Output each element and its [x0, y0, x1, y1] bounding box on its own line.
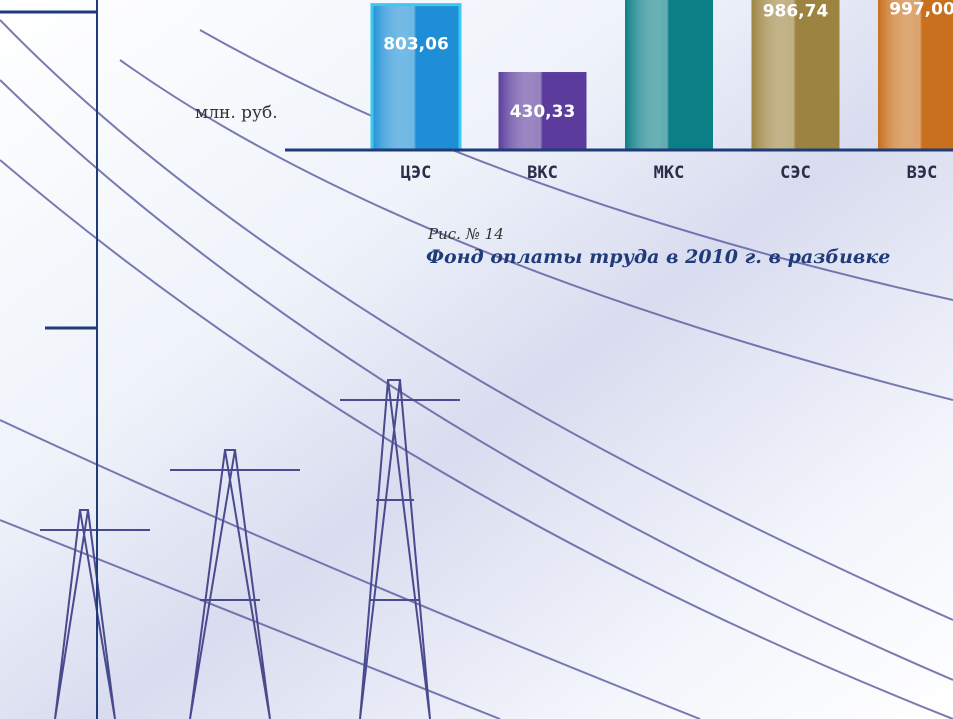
bar [370, 3, 462, 152]
x-tick-label: МКС [654, 163, 685, 183]
value-label: 803,06 [383, 35, 449, 55]
value-label: 997,00 [889, 0, 953, 20]
bars: 803,06 430,33 986,74 997,00 [370, 0, 953, 152]
bar [878, 0, 953, 150]
value-label: 986,74 [763, 1, 829, 21]
bar [625, 0, 713, 150]
x-tick-label: ВКС [527, 163, 558, 183]
unit-label: млн. руб. [195, 103, 278, 123]
value-label: 430,33 [510, 102, 576, 122]
x-tick-label: ЦЭС [401, 163, 432, 183]
caption-number: Рис. № 14 [427, 225, 504, 243]
bar [751, 0, 840, 151]
caption-title: Фонд оплаты труда в 2010 г. в разбивке [426, 246, 890, 268]
bar [498, 72, 587, 150]
x-tick-label: СЭС [780, 163, 811, 183]
x-tick-label: ВЭС [907, 163, 938, 183]
